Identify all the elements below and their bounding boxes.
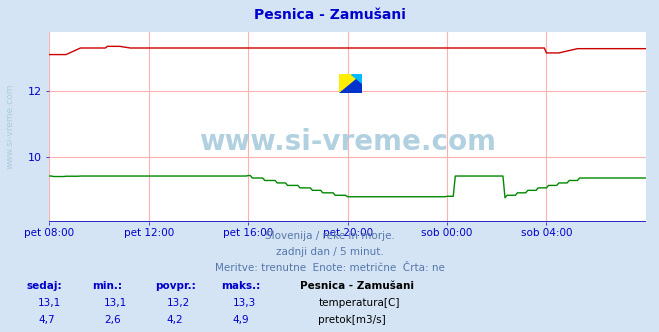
Text: www.si-vreme.com: www.si-vreme.com <box>199 128 496 156</box>
Text: 4,7: 4,7 <box>38 315 55 325</box>
Text: 13,3: 13,3 <box>233 298 256 308</box>
Text: 13,2: 13,2 <box>167 298 190 308</box>
Text: povpr.:: povpr.: <box>155 281 196 290</box>
Polygon shape <box>339 73 362 93</box>
Text: 13,1: 13,1 <box>38 298 61 308</box>
Text: 4,9: 4,9 <box>233 315 249 325</box>
Text: 4,2: 4,2 <box>167 315 183 325</box>
Text: maks.:: maks.: <box>221 281 260 290</box>
Polygon shape <box>339 73 362 93</box>
Text: min.:: min.: <box>92 281 123 290</box>
Text: Pesnica - Zamušani: Pesnica - Zamušani <box>254 8 405 22</box>
Text: Pesnica - Zamušani: Pesnica - Zamušani <box>300 281 414 290</box>
Text: pretok[m3/s]: pretok[m3/s] <box>318 315 386 325</box>
Text: sedaj:: sedaj: <box>26 281 62 290</box>
Text: 2,6: 2,6 <box>104 315 121 325</box>
Text: www.si-vreme.com: www.si-vreme.com <box>5 83 14 169</box>
Text: Slovenija / reke in morje.: Slovenija / reke in morje. <box>264 231 395 241</box>
Text: temperatura[C]: temperatura[C] <box>318 298 400 308</box>
Polygon shape <box>351 73 362 83</box>
Text: zadnji dan / 5 minut.: zadnji dan / 5 minut. <box>275 247 384 257</box>
Text: Meritve: trenutne  Enote: metrične  Črta: ne: Meritve: trenutne Enote: metrične Črta: … <box>215 263 444 273</box>
Text: 13,1: 13,1 <box>104 298 127 308</box>
